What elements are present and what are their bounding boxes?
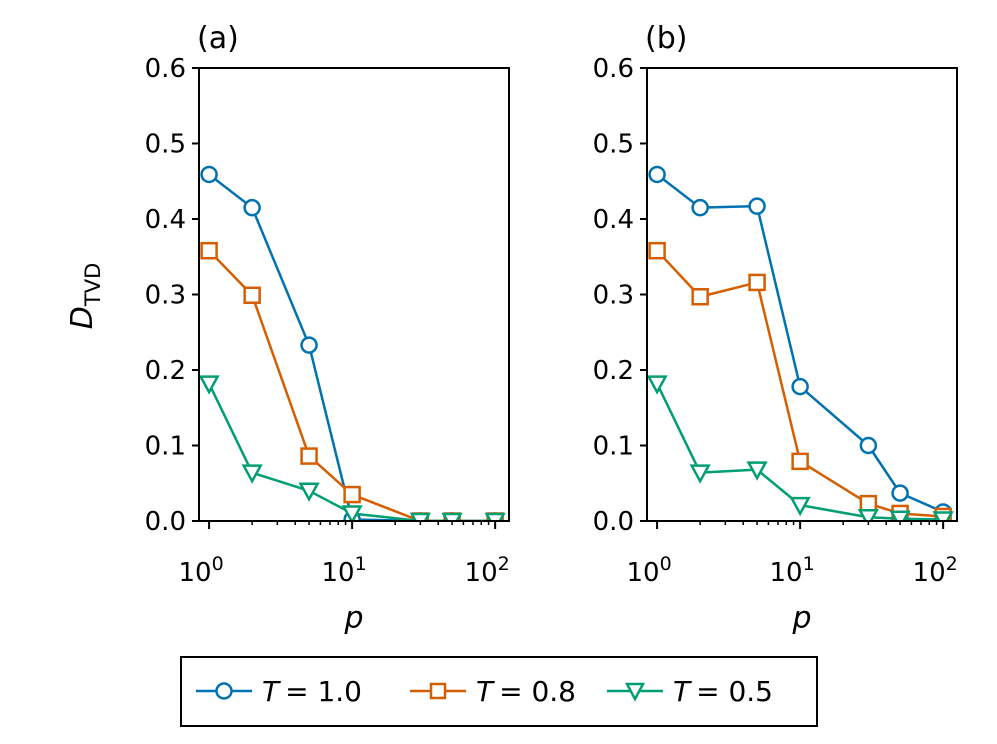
data-point-triangle-down: [857, 508, 879, 521]
panel-a-plot-area: [199, 165, 506, 521]
legend-marker-triangle-down-icon: [624, 682, 646, 702]
legend-item-t-0-8: T = 0.8: [410, 675, 576, 708]
legend-label-t-0-5: T = 0.5: [673, 675, 773, 708]
y-tick-label: 0.3: [593, 281, 634, 311]
data-point-circle: [648, 165, 666, 184]
legend-item-t-0-5: T = 0.5: [607, 675, 773, 708]
legend: T = 1.0 T = 0.8 T = 0.5: [180, 656, 818, 727]
panel-b-x-axis-title: p: [791, 601, 811, 636]
panel-b-axes-frame: [646, 67, 958, 522]
data-point-triangle-down: [746, 461, 768, 481]
data-point-triangle-down: [298, 482, 320, 502]
data-point-circle: [748, 197, 766, 215]
data-point-square: [648, 241, 666, 260]
series-t-1-0: [200, 165, 504, 521]
legend-item-t-1-0: T = 1.0: [196, 675, 362, 708]
legend-marker-circle-icon: [215, 682, 233, 700]
panel-a-axes-frame: [198, 67, 510, 522]
x-tick-label: 101: [322, 553, 367, 588]
legend-label-t-1-0: T = 1.0: [262, 675, 362, 708]
panel-b: 0.0 0.1 0.2 0.3 0.4 0.5 0.6 100 101 102 (b) p: [593, 21, 958, 636]
x-tick-label: 102: [913, 553, 958, 588]
y-tick-label: 0.2: [145, 356, 186, 386]
data-point-square: [243, 286, 261, 305]
panel-a-x-axis-title: p: [343, 601, 363, 636]
y-tick-label: 0.1: [593, 432, 634, 462]
y-tick-label: 0.4: [593, 205, 634, 235]
panel-b-plot-area: [647, 165, 954, 521]
legend-frame: [180, 656, 818, 727]
data-point-circle: [691, 198, 709, 217]
data-point-triangle-down: [647, 375, 668, 395]
y-tick-label: 0.0: [145, 507, 186, 537]
data-point-square: [859, 494, 878, 513]
series-t-0-8: [200, 241, 504, 521]
panel-b-label: (b): [645, 21, 687, 56]
y-tick-label: 0.5: [593, 130, 634, 160]
data-point-triangle-down: [484, 512, 506, 521]
y-tick-label: 0.3: [145, 281, 186, 311]
data-point-square: [748, 273, 766, 292]
data-point-triangle-down: [199, 375, 220, 395]
data-point-triangle-down: [889, 510, 911, 521]
x-tick-label: 100: [627, 553, 672, 588]
data-point-circle: [891, 484, 909, 502]
x-tick-label: 101: [770, 553, 815, 588]
series-t-0-5: [647, 375, 954, 521]
panel-a: 0.0 0.1 0.2 0.3 0.4 0.5 0.6 100 101 102 (a) p: [145, 21, 510, 636]
data-point-circle: [859, 436, 878, 455]
data-point-circle: [791, 377, 809, 396]
x-tick-label: 102: [465, 553, 510, 588]
data-point-triangle-down: [441, 512, 463, 521]
data-point-triangle-down: [689, 464, 711, 484]
data-point-circle: [300, 336, 318, 354]
y-tick-label: 0.6: [145, 54, 186, 84]
data-point-triangle-down: [789, 496, 811, 517]
data-point-circle: [200, 165, 218, 184]
y-axis-title: DTVD: [65, 263, 105, 329]
y-tick-label: 0.0: [593, 507, 634, 537]
y-tick-label: 0.6: [593, 54, 634, 84]
data-point-square: [691, 288, 709, 306]
data-point-triangle-down: [241, 464, 263, 484]
data-point-square: [791, 452, 809, 471]
y-tick-label: 0.5: [145, 130, 186, 160]
data-point-triangle-down: [409, 512, 431, 521]
data-point-square: [300, 447, 318, 465]
data-point-circle: [243, 198, 261, 217]
series-t-0-5: [199, 375, 506, 521]
y-tick-label: 0.4: [145, 205, 186, 235]
data-point-square: [200, 241, 218, 260]
y-tick-label: 0.1: [145, 432, 186, 462]
y-tick-label: 0.2: [593, 356, 634, 386]
legend-marker-square-icon: [429, 682, 447, 700]
panel-a-label: (a): [197, 21, 239, 56]
data-point-triangle-down: [341, 505, 363, 521]
data-point-square: [343, 485, 361, 504]
x-tick-label: 100: [179, 553, 224, 588]
legend-label-t-0-8: T = 0.8: [476, 675, 576, 708]
